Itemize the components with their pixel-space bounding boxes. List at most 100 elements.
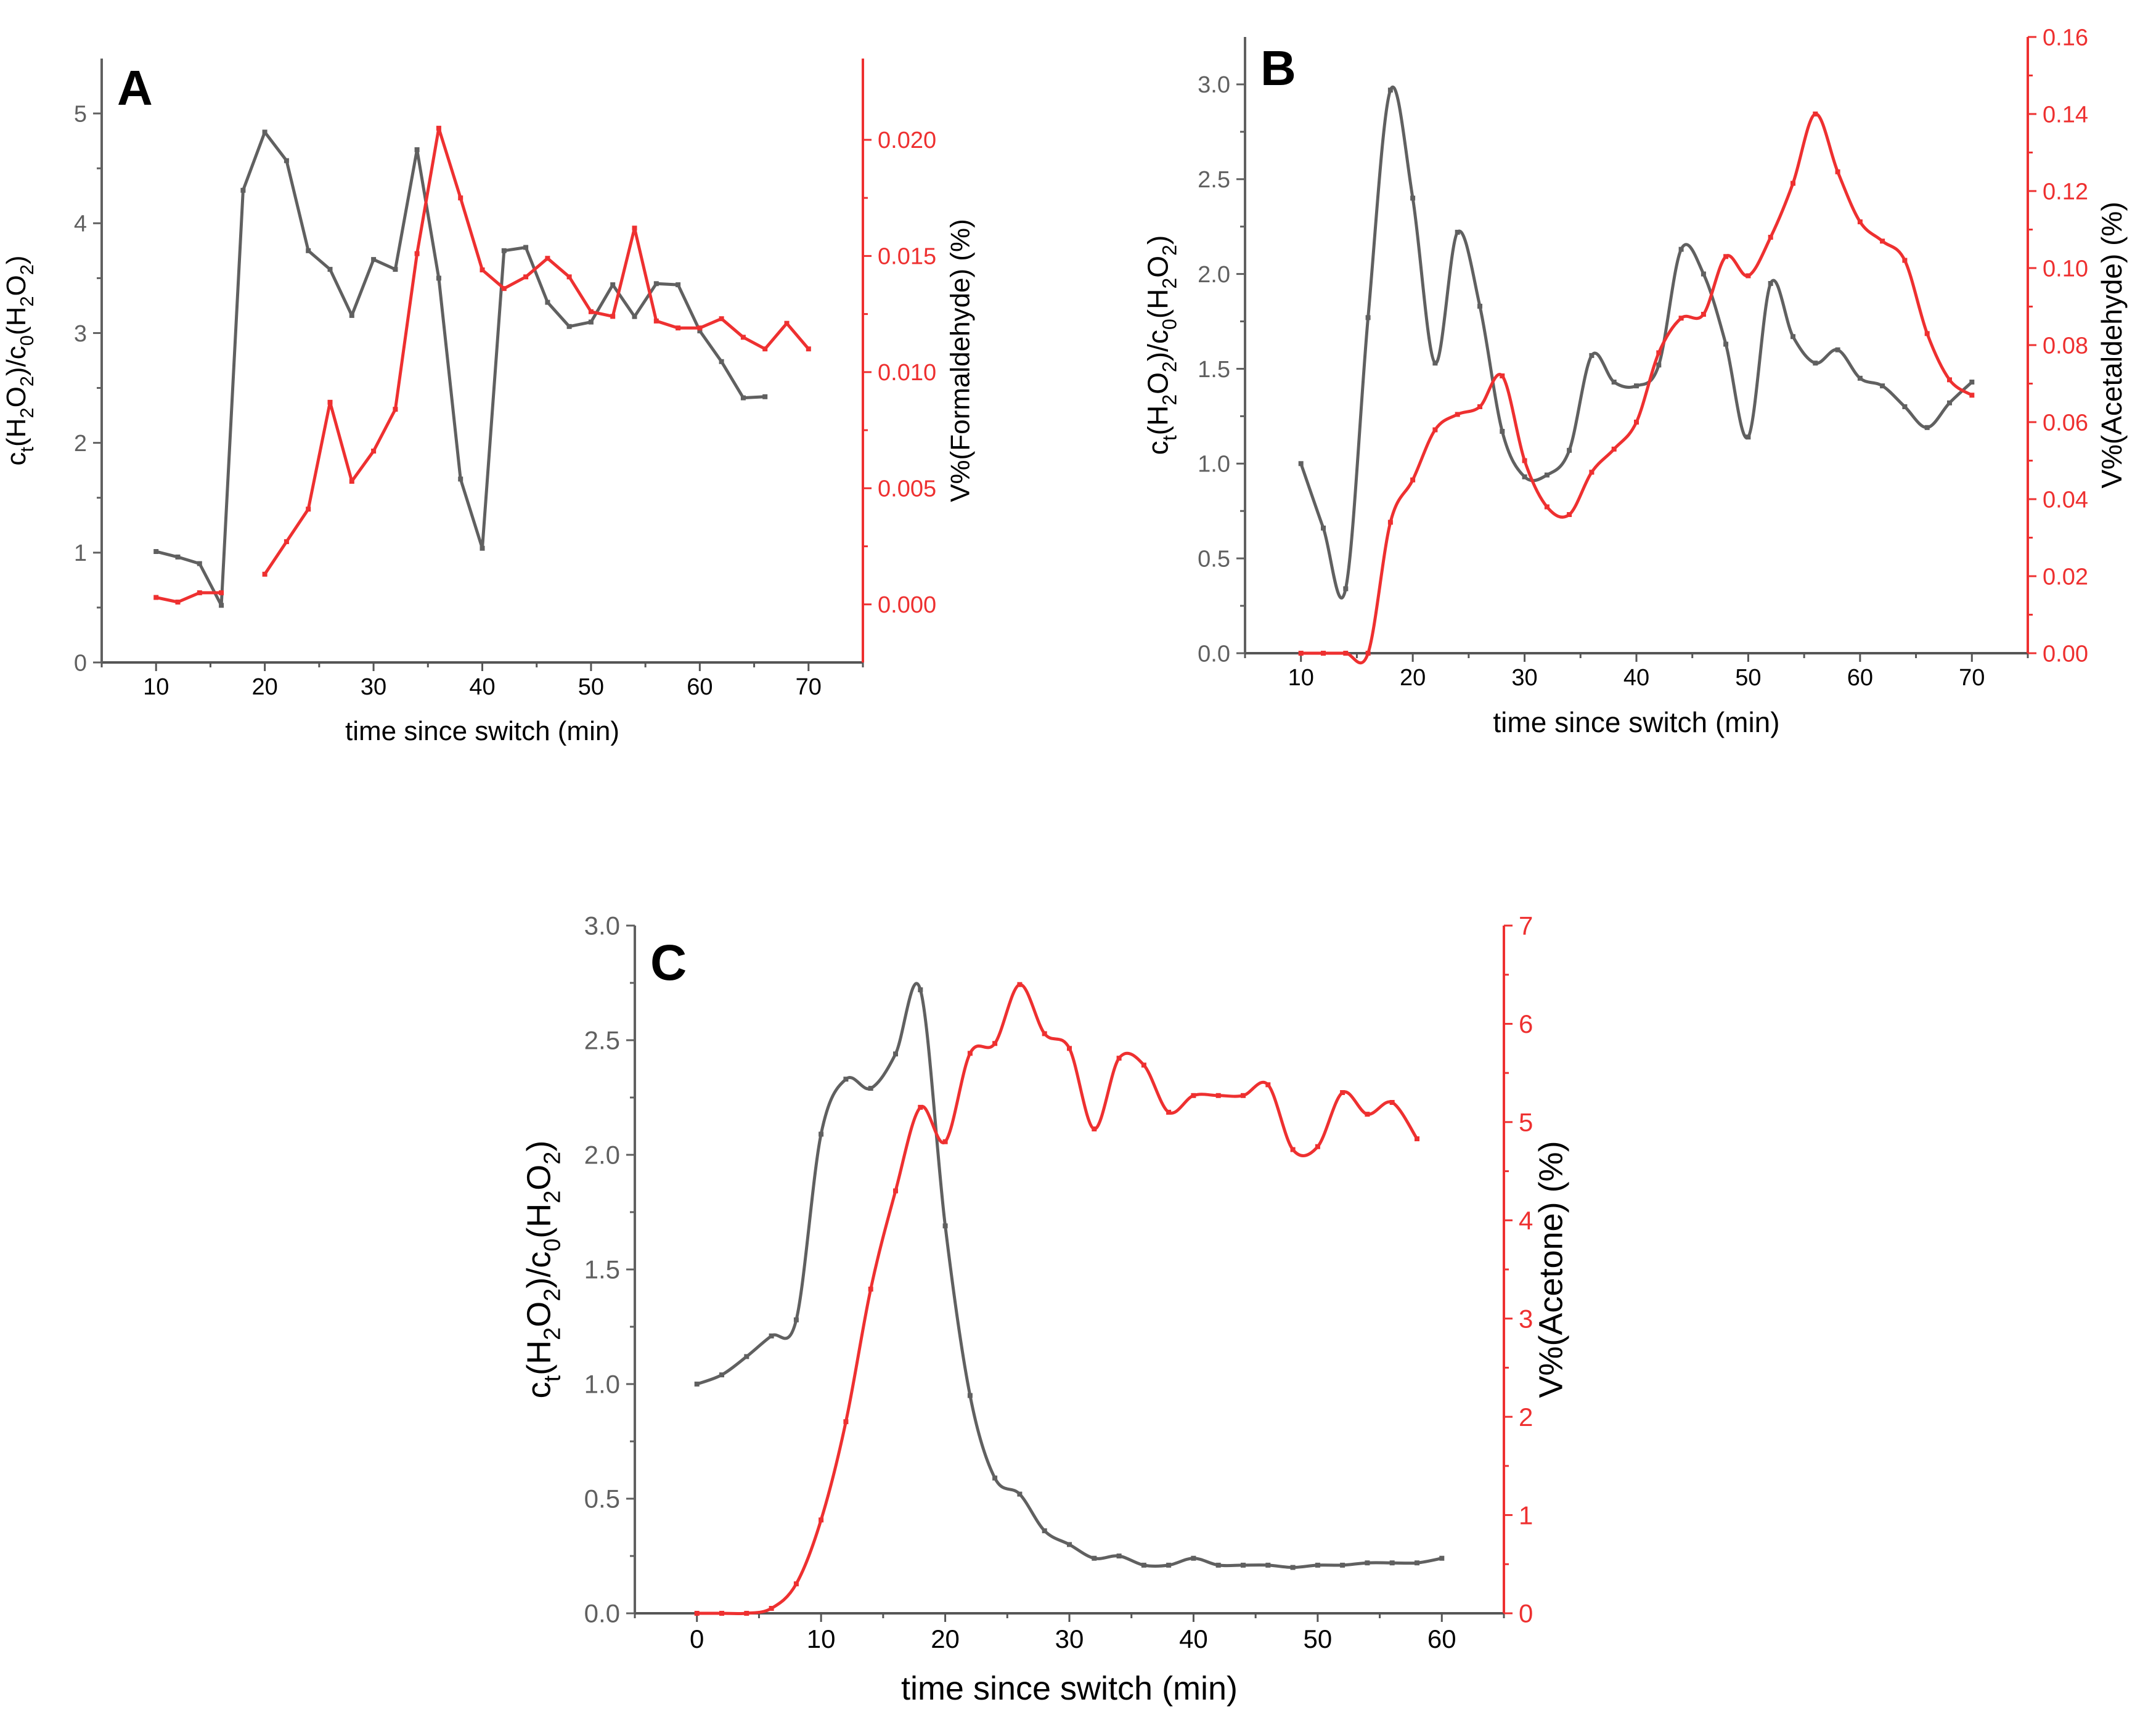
vapor-percent-point [1067, 1046, 1072, 1051]
h2o2-ratio-line [1299, 85, 1973, 600]
vapor-percent-point [918, 1104, 923, 1110]
vapor-percent-point [219, 590, 224, 595]
vapor-percent-point [1589, 470, 1595, 475]
h2o2-ratio-point [414, 147, 420, 152]
h2o2-ratio-point [1924, 425, 1930, 430]
h2o2-ratio-line [696, 982, 1442, 1570]
vapor-percent-point [1092, 1126, 1097, 1131]
x-tick-label: 30 [1055, 1624, 1084, 1653]
h2o2-ratio-point [1343, 586, 1349, 592]
vapor-percent-point [719, 1611, 724, 1616]
vapor-percent-point [1042, 1031, 1047, 1037]
x-tick-label: 70 [796, 674, 822, 700]
vapor-percent-point [1432, 427, 1438, 433]
h2o2-ratio-point [393, 267, 398, 272]
h2o2-ratio-point [1321, 525, 1326, 531]
h2o2-ratio-point [588, 319, 594, 325]
h2o2-ratio-point [819, 1131, 824, 1137]
right-y-tick-label: 3 [1519, 1304, 1533, 1333]
h2o2-ratio-point [1477, 303, 1482, 309]
right-y-tick-label: 6 [1519, 1009, 1533, 1038]
h2o2-ratio-point [1768, 281, 1773, 286]
h2o2-ratio-point [1290, 1565, 1296, 1570]
h2o2-ratio-point [1265, 1562, 1271, 1568]
vapor-percent-point [393, 407, 398, 412]
panel-label: C [650, 935, 687, 991]
h2o2-ratio-point [1746, 434, 1751, 440]
h2o2-ratio-point [967, 1393, 973, 1398]
x-tick-label: 20 [931, 1624, 960, 1653]
right-y-tick-label: 0.06 [2043, 410, 2088, 436]
vapor-percent-point [284, 539, 289, 544]
vapor-percent-point [175, 600, 181, 605]
h2o2-ratio-point [1880, 383, 1885, 389]
vapor-percent-point [1857, 219, 1863, 224]
left-y-tick-label: 0.5 [584, 1485, 620, 1513]
x-tick-label: 50 [1303, 1624, 1332, 1653]
h2o2-ratio-point [918, 987, 923, 993]
x-tick-label: 20 [252, 674, 278, 700]
vapor-percent-point [1265, 1082, 1271, 1088]
left-y-tick-label: 2.5 [584, 1026, 620, 1055]
right-y-tick-label: 0.00 [2043, 641, 2088, 667]
vapor-percent-point [1477, 404, 1482, 409]
x-tick-label: 70 [1959, 665, 1985, 691]
x-tick-label: 50 [578, 674, 604, 700]
h2o2-ratio-point [566, 324, 572, 329]
right-y-axis-title: V%(Formaldehyde) (%) [945, 219, 975, 502]
h2o2-ratio-point [1835, 347, 1840, 352]
right-y-tick-label: 0.015 [878, 244, 936, 270]
x-tick-label: 60 [1427, 1624, 1456, 1653]
vapor-percent-point [1567, 512, 1572, 517]
left-y-tick-label: 0.5 [1198, 546, 1230, 572]
vapor-percent-point [566, 274, 572, 280]
vapor-percent-point [1813, 112, 1818, 116]
h2o2-ratio-point [1813, 360, 1818, 366]
h2o2-ratio-point [306, 248, 311, 253]
vapor-percent-point [1969, 393, 1975, 398]
vapor-percent-point [1902, 258, 1908, 263]
left-y-tick-label: 0 [74, 650, 87, 676]
left-y-tick-label: 2.5 [1198, 167, 1230, 193]
chart-panel-b: 10 20 30 40 50 60 70 0.0 0.5 1.0 1.5 2.0 2.5 3.0 0.00 0… [1142, 25, 2128, 738]
h2o2-ratio-point [1455, 229, 1460, 235]
left-y-tick-label: 5 [74, 101, 87, 127]
h2o2-ratio-point [1141, 1562, 1146, 1568]
h2o2-ratio-point [744, 1354, 749, 1359]
h2o2-ratio-point [197, 561, 202, 566]
vapor-percent-point [1768, 235, 1773, 240]
right-y-tick-label: 4 [1519, 1206, 1533, 1235]
x-axis-title: time since switch (min) [345, 716, 619, 746]
vapor-percent-point [1017, 982, 1023, 987]
h2o2-ratio-point [676, 282, 681, 288]
vapor-percent-point [1723, 254, 1729, 259]
left-y-tick-label: 4 [74, 211, 87, 237]
left-y-tick-label: 3 [74, 321, 87, 347]
vapor-percent-point [1215, 1093, 1221, 1098]
vapor-percent-point [1116, 1056, 1122, 1061]
h2o2-ratio-point [1092, 1555, 1097, 1561]
h2o2-ratio-point [1544, 472, 1550, 478]
h2o2-ratio-point [458, 476, 463, 482]
vapor-percent-point [1544, 504, 1550, 510]
vapor-percent-point [1924, 331, 1930, 336]
h2o2-ratio-point [1791, 334, 1795, 340]
vapor-percent-point [1634, 420, 1639, 425]
vapor-percent-point [436, 126, 441, 131]
vapor-percent-point [545, 256, 550, 261]
x-tick-label: 50 [1735, 665, 1761, 691]
vapor-percent-point [501, 286, 507, 291]
x-tick-label: 30 [1511, 665, 1537, 691]
vapor-percent-point [1191, 1093, 1196, 1098]
left-y-tick-label: 2.0 [1198, 262, 1230, 288]
vapor-percent-point [1835, 169, 1840, 174]
h2o2-ratio-point [697, 328, 703, 333]
vapor-percent-point [153, 595, 159, 600]
vapor-percent-point [1343, 651, 1349, 656]
vapor-percent-point [744, 1611, 749, 1616]
vapor-percent-point [793, 1581, 799, 1587]
vapor-percent-point [1340, 1090, 1345, 1095]
vapor-percent-point [1410, 477, 1416, 483]
h2o2-ratio-point [1500, 429, 1505, 434]
